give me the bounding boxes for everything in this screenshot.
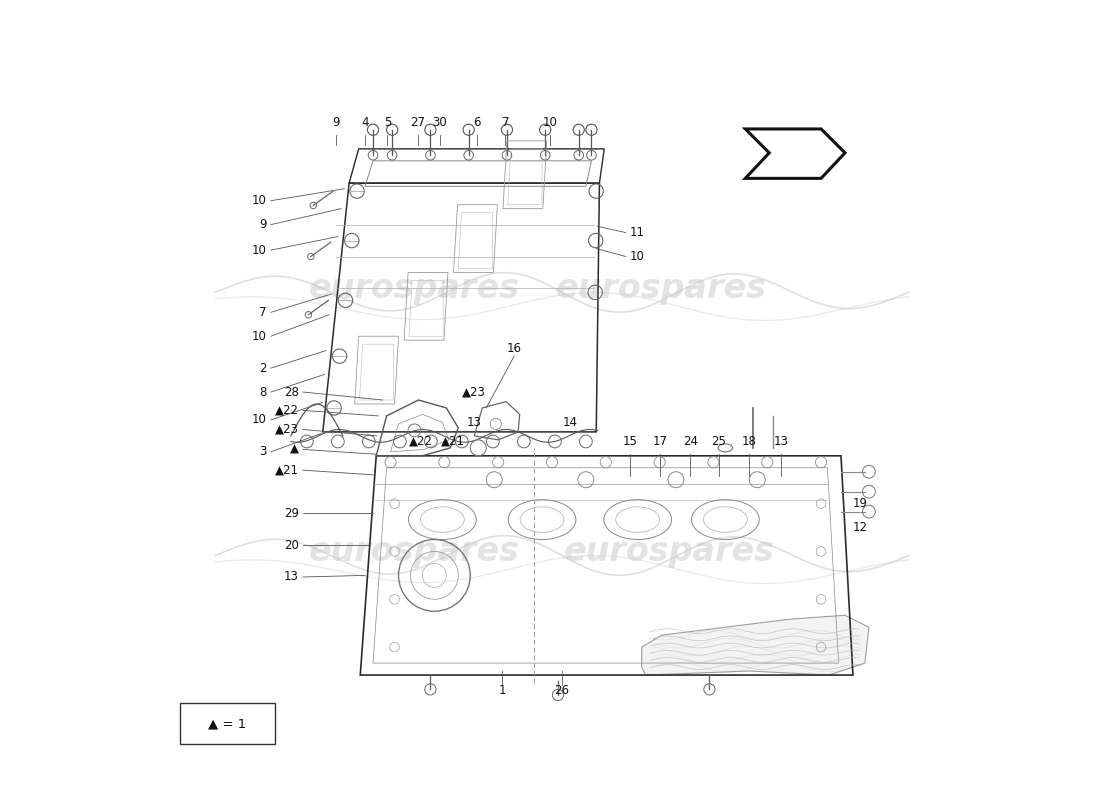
Text: 9: 9 xyxy=(332,116,340,129)
Text: eurospares: eurospares xyxy=(564,535,776,568)
Text: 16: 16 xyxy=(507,342,521,354)
Text: 10: 10 xyxy=(252,414,267,426)
Text: 2: 2 xyxy=(260,362,267,374)
Text: eurospares: eurospares xyxy=(557,272,767,305)
Text: 7: 7 xyxy=(502,116,509,129)
Text: 28: 28 xyxy=(284,386,299,398)
Text: 11: 11 xyxy=(629,226,645,239)
Text: 24: 24 xyxy=(683,435,697,448)
Text: 10: 10 xyxy=(252,244,267,257)
Text: 4: 4 xyxy=(361,116,368,129)
Text: 13: 13 xyxy=(284,570,299,583)
Text: 20: 20 xyxy=(284,538,299,551)
Text: 25: 25 xyxy=(712,435,726,448)
Text: 5: 5 xyxy=(384,116,392,129)
Text: ▲21: ▲21 xyxy=(441,435,464,448)
Text: 19: 19 xyxy=(852,497,868,510)
Polygon shape xyxy=(641,615,869,675)
Text: eurospares: eurospares xyxy=(309,535,520,568)
Text: ▲22: ▲22 xyxy=(409,435,433,448)
Text: ▲23: ▲23 xyxy=(462,386,486,398)
Text: 14: 14 xyxy=(562,416,578,429)
Text: 9: 9 xyxy=(260,218,267,231)
Text: ▲21: ▲21 xyxy=(275,464,299,477)
Text: 26: 26 xyxy=(554,685,570,698)
Text: 10: 10 xyxy=(252,330,267,342)
Text: ▲ = 1: ▲ = 1 xyxy=(208,717,246,730)
Text: ▲23: ▲23 xyxy=(275,423,299,436)
Text: 8: 8 xyxy=(260,386,267,398)
Text: 12: 12 xyxy=(852,521,868,534)
Text: 30: 30 xyxy=(432,116,448,129)
Text: 15: 15 xyxy=(623,435,637,448)
Text: 18: 18 xyxy=(741,435,757,448)
Text: 29: 29 xyxy=(284,506,299,520)
Text: 13: 13 xyxy=(773,435,789,448)
Text: 7: 7 xyxy=(260,306,267,319)
Text: 3: 3 xyxy=(260,446,267,458)
Text: 17: 17 xyxy=(652,435,668,448)
Text: 10: 10 xyxy=(629,250,645,263)
Text: 1: 1 xyxy=(498,685,506,698)
Text: 10: 10 xyxy=(252,194,267,207)
Text: 27: 27 xyxy=(410,116,426,129)
Text: 6: 6 xyxy=(473,116,481,129)
Text: 13: 13 xyxy=(466,416,482,429)
Text: 10: 10 xyxy=(542,116,558,129)
Text: eurospares: eurospares xyxy=(309,272,520,305)
Text: ▲: ▲ xyxy=(290,443,299,456)
Text: ▲22: ▲22 xyxy=(275,404,299,417)
